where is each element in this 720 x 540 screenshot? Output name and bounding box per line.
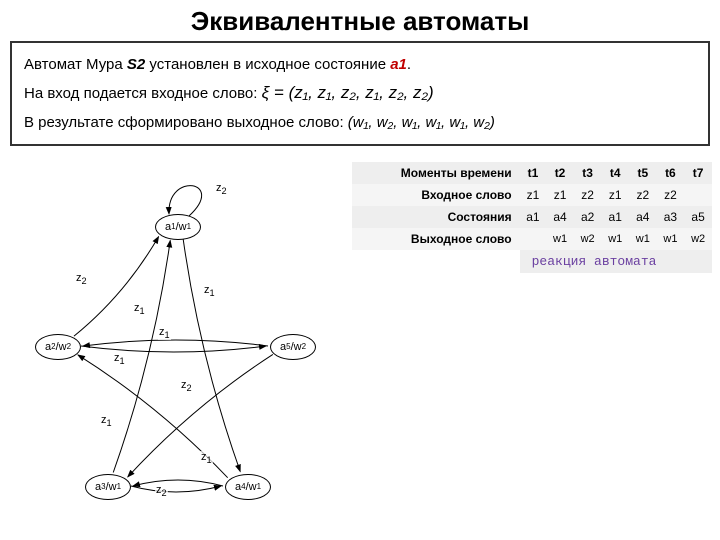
intro-a1: a1 [390,56,407,73]
cell: t2 [546,162,574,184]
cell [684,184,712,206]
cell: w1 [657,228,685,250]
cell: z2 [574,184,602,206]
cell: a2 [574,206,602,228]
edge-label-2: z1 [113,352,126,366]
cell: t3 [574,162,602,184]
cell: w1 [629,228,657,250]
intro-s2: S2 [127,56,145,73]
automaton-graph: a1/w1 a2/w2 a5/w2 a3/w1 a4/w1 z2 z1 z2 z1 z1 z2 z2… [5,154,345,524]
intro-line-1: Автомат Мура S2 установлен в исходное со… [24,51,696,78]
cell: z1 [520,184,547,206]
trace-table: Моменты времени t1 t2 t3 t4 t5 t6 t7 Вхо… [352,162,712,273]
cell: a5 [684,206,712,228]
node-a3: a3/w1 [85,474,131,500]
cell: t4 [601,162,629,184]
edge-label-5: z2 [155,484,168,498]
cell: a4 [629,206,657,228]
table-row: Моменты времени t1 t2 t3 t4 t5 t6 t7 [352,162,712,184]
cell: t7 [684,162,712,184]
row-head-state: Состояния [352,206,520,228]
node-a5: a5/w2 [270,334,316,360]
edge-label-1: z2 [75,272,88,286]
edge-label-6: z1 [133,302,146,316]
table-row: Состояния a1 a4 a2 a1 a4 a3 a5 [352,206,712,228]
cell: a3 [657,206,685,228]
intro-formula: ξ = (z₁, z₁, z₂, z₁, z₂, z₂) [262,83,434,102]
cell: w2 [684,228,712,250]
intro-text: На вход подается входное слово: [24,85,262,102]
cell: t5 [629,162,657,184]
edge-label-0: z1 [203,284,216,298]
intro-text: Автомат Мура [24,56,127,73]
edge-label-4: z2 [180,379,193,393]
cell: t1 [520,162,547,184]
cell: z2 [657,184,685,206]
node-a1: a1/w1 [155,214,201,240]
intro-line-2: На вход подается входное слово: ξ = (z₁,… [24,78,696,109]
edge-label-8: z1 [200,451,213,465]
cell [520,228,547,250]
cell: z1 [546,184,574,206]
row-head-input: Входное слово [352,184,520,206]
intro-text: . [407,56,411,73]
row-head-time: Моменты времени [352,162,520,184]
table-row: реакция автомата [352,250,712,273]
edge-label-selfloop: z2 [215,182,228,196]
cell: w2 [574,228,602,250]
page-title: Эквивалентные автоматы [0,0,720,41]
cell: t6 [657,162,685,184]
edge-label-3: z1 [158,326,171,340]
cell: a1 [601,206,629,228]
node-a4: a4/w1 [225,474,271,500]
intro-text: В результате сформировано выходное слово… [24,114,344,131]
content-area: a1/w1a2/w2a5/w2a3/w1a4/w1 z2z1z2z1z1z2z2… [0,154,720,524]
intro-line-3: В результате сформировано выходное слово… [24,109,696,136]
cell: w1 [601,228,629,250]
cell: a1 [520,206,547,228]
footer-cell: реакция автомата [520,250,712,273]
edge-label-7: z1 [100,414,113,428]
intro-formula-2: (w₁, w₂, w₁, w₁, w₁, w₂) [348,114,495,131]
intro-box: Автомат Мура S2 установлен в исходное со… [10,41,710,146]
table-row: Входное слово z1 z1 z2 z1 z2 z2 [352,184,712,206]
node-a2: a2/w2 [35,334,81,360]
cell: z2 [629,184,657,206]
table-row: Выходное слово w1 w2 w1 w1 w1 w2 [352,228,712,250]
cell: w1 [546,228,574,250]
cell: a4 [546,206,574,228]
cell: z1 [601,184,629,206]
row-head-output: Выходное слово [352,228,520,250]
intro-text: установлен в исходное состояние [145,56,390,73]
